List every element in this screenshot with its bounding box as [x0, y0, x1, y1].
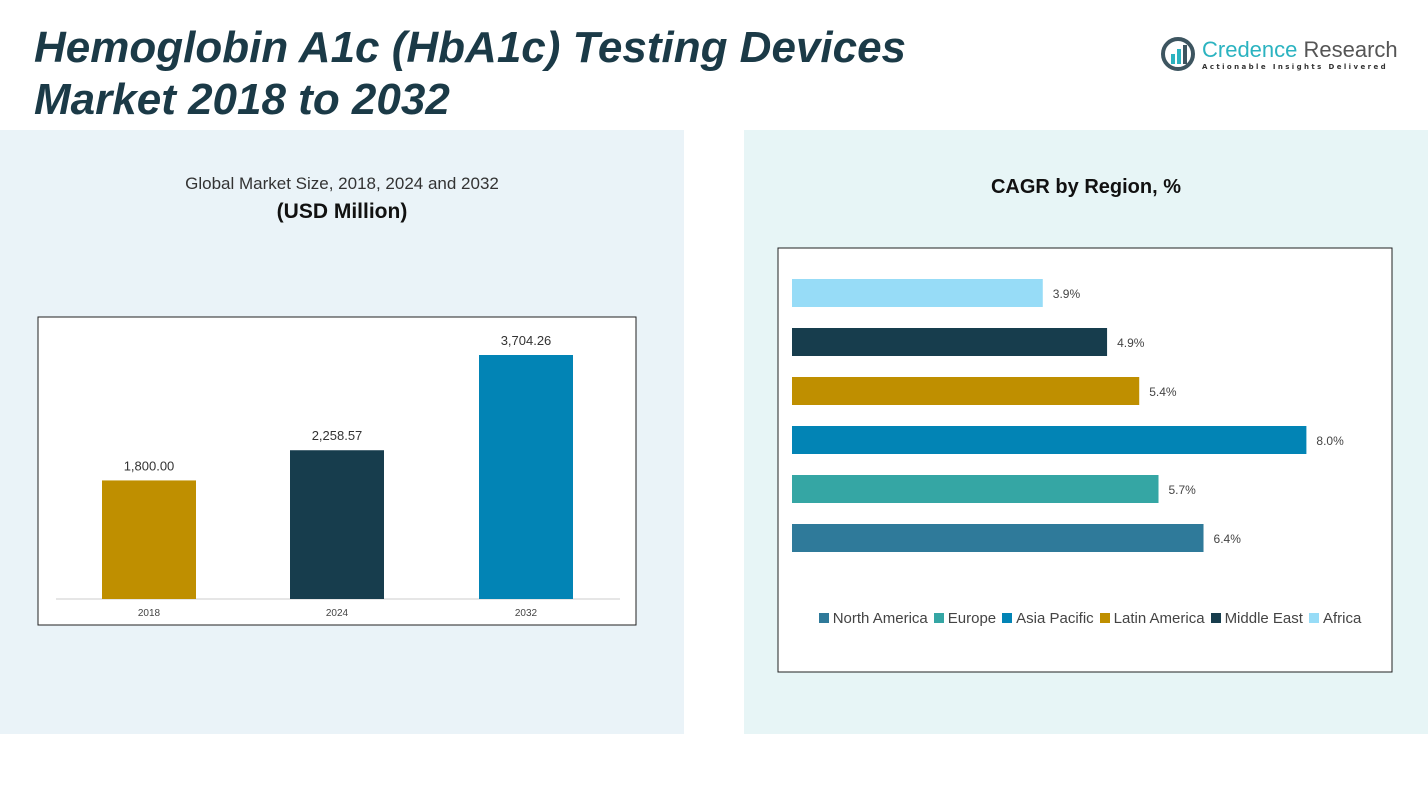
right-chart-title: CAGR by Region, % [990, 176, 1181, 198]
data-label: 8.0% [1316, 434, 1344, 448]
data-label: 5.7% [1169, 483, 1197, 497]
legend-swatch [1002, 613, 1013, 623]
legend-item: Europe [933, 610, 996, 627]
bar-asia-pacific [792, 426, 1307, 454]
legend-item: Latin America [1099, 610, 1205, 627]
bar-2024 [290, 450, 384, 599]
left-chart-title: Global Market Size, 2018, 2024 and 2032 [185, 174, 499, 193]
bar-europe [792, 475, 1159, 503]
data-label: 4.9% [1117, 336, 1145, 350]
legend-swatch [1210, 613, 1221, 623]
data-label: 5.4% [1149, 385, 1177, 399]
logo-chart-icon [1161, 37, 1195, 71]
legend-item: North America [818, 610, 928, 627]
x-tick-label: 2032 [515, 608, 538, 619]
bar-2032 [479, 355, 573, 599]
right-chart-frame [777, 247, 1393, 673]
bar-2018 [102, 480, 196, 599]
legend-swatch [1308, 613, 1319, 623]
page-title: Hemoglobin A1c (HbA1c) Testing Devices M… [34, 23, 907, 124]
legend-swatch [933, 613, 944, 623]
legend-item: Africa [1308, 610, 1361, 627]
data-label: 1,800.00 [124, 458, 175, 473]
logo: Credence Research Actionable Insights De… [1160, 36, 1398, 72]
legend-item: Asia Pacific [1002, 610, 1094, 627]
data-label: 3,704.26 [501, 333, 552, 348]
bar-latin-america [792, 377, 1140, 405]
x-tick-label: 2018 [138, 608, 161, 619]
data-label: 3.9% [1053, 287, 1081, 301]
legend: North America Europe Asia Pacific Latin Ame… [790, 610, 1390, 627]
data-label: 2,258.57 [312, 428, 363, 443]
left-chart-subtitle: (USD Million) [276, 200, 408, 223]
bar-middle-east [792, 328, 1108, 356]
legend-item: Middle East [1210, 610, 1303, 627]
data-label: 6.4% [1214, 532, 1242, 546]
bar-africa [792, 279, 1043, 307]
bar-north-america [792, 524, 1204, 552]
legend-swatch [1099, 613, 1110, 623]
legend-swatch [818, 613, 829, 623]
x-tick-label: 2024 [326, 608, 349, 619]
